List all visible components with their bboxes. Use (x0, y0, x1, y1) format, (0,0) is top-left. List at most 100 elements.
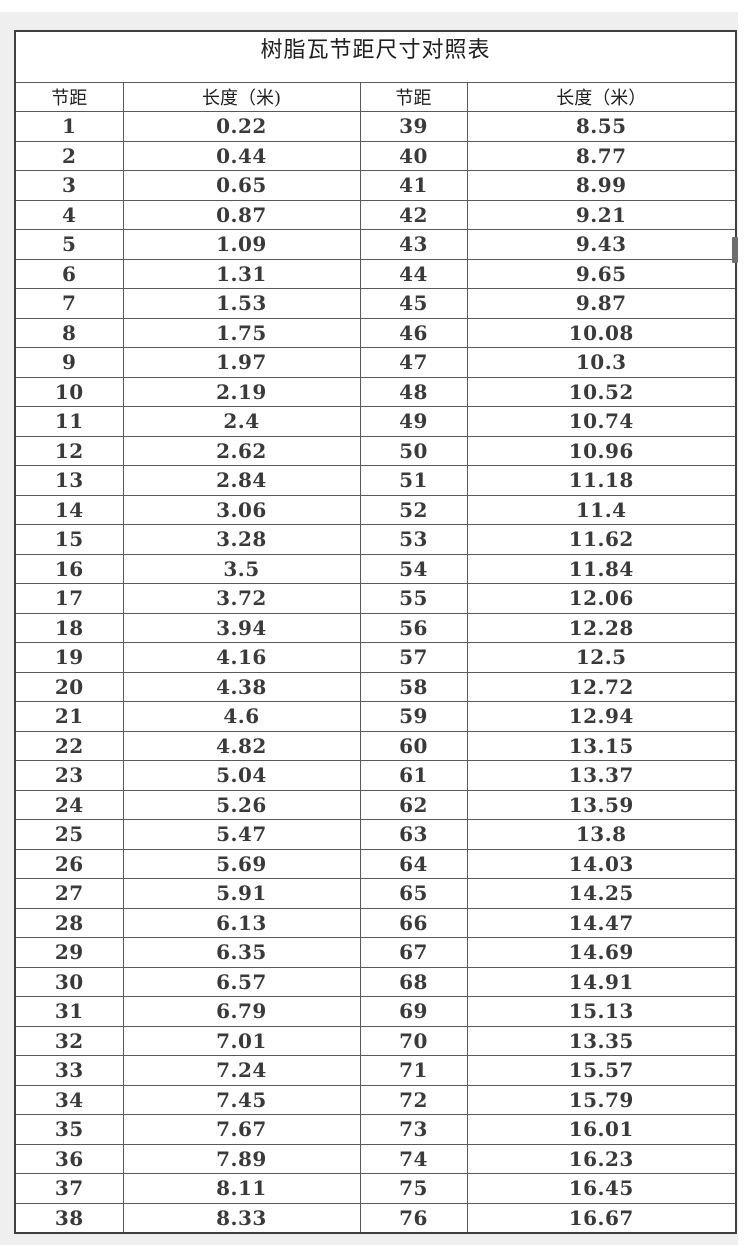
length-cell-left: 0.87 (122, 199, 361, 230)
table-row: 5 1.09 43 9.43 (14, 229, 737, 260)
table-row: 20 4.38 58 12.72 (14, 671, 737, 702)
pitch-cell-left: 27 (14, 878, 124, 909)
pitch-cell-right: 62 (359, 789, 468, 820)
length-cell-right: 8.55 (466, 111, 737, 142)
pitch-cell-left: 1 (14, 111, 124, 142)
pitch-cell-left: 4 (14, 199, 124, 230)
length-cell-right: 16.45 (466, 1173, 737, 1204)
length-cell-left: 7.45 (122, 1084, 361, 1115)
length-cell-right: 16.23 (466, 1143, 737, 1174)
pitch-cell-left: 26 (14, 848, 124, 879)
pitch-cell-left: 16 (14, 553, 124, 584)
table-row: 6 1.31 44 9.65 (14, 258, 737, 289)
length-cell-right: 16.67 (466, 1202, 737, 1233)
length-cell-right: 14.03 (466, 848, 737, 879)
pitch-cell-left: 38 (14, 1202, 124, 1233)
length-cell-right: 9.65 (466, 258, 737, 289)
table-row: 34 7.45 72 15.79 (14, 1084, 737, 1115)
pitch-cell-right: 45 (359, 288, 468, 319)
table-row: 13 2.84 51 11.18 (14, 465, 737, 496)
length-cell-right: 10.96 (466, 435, 737, 466)
pitch-size-table: 树脂瓦节距尺寸对照表 节距 长度（米) 节距 长度（米） 1 0.22 39 8… (14, 30, 738, 1234)
length-cell-right: 12.94 (466, 701, 737, 732)
table-row: 12 2.62 50 10.96 (14, 435, 737, 466)
length-cell-right: 10.3 (466, 347, 737, 378)
pitch-cell-right: 50 (359, 435, 468, 466)
length-cell-left: 7.89 (122, 1143, 361, 1174)
pitch-cell-right: 53 (359, 524, 468, 555)
pitch-cell-right: 44 (359, 258, 468, 289)
length-cell-left: 0.65 (122, 170, 361, 201)
length-cell-left: 5.69 (122, 848, 361, 879)
pitch-cell-right: 69 (359, 996, 468, 1027)
length-cell-left: 7.01 (122, 1025, 361, 1056)
length-cell-right: 10.52 (466, 376, 737, 407)
pitch-cell-left: 37 (14, 1173, 124, 1204)
table-row: 2 0.44 40 8.77 (14, 140, 737, 171)
pitch-cell-left: 2 (14, 140, 124, 171)
pitch-cell-left: 32 (14, 1025, 124, 1056)
pitch-cell-left: 36 (14, 1143, 124, 1174)
length-cell-left: 5.91 (122, 878, 361, 909)
pitch-cell-left: 19 (14, 642, 124, 673)
table-row: 33 7.24 71 15.57 (14, 1055, 737, 1086)
pitch-cell-left: 15 (14, 524, 124, 555)
length-cell-left: 1.75 (122, 317, 361, 348)
pitch-cell-right: 76 (359, 1202, 468, 1233)
pitch-cell-right: 57 (359, 642, 468, 673)
pitch-cell-right: 49 (359, 406, 468, 437)
table-row: 24 5.26 62 13.59 (14, 789, 737, 820)
header-length-left: 长度（米) (122, 82, 361, 112)
pitch-cell-right: 59 (359, 701, 468, 732)
pitch-cell-right: 68 (359, 966, 468, 997)
length-cell-right: 11.4 (466, 494, 737, 525)
table-row: 7 1.53 45 9.87 (14, 288, 737, 319)
table-row: 30 6.57 68 14.91 (14, 966, 737, 997)
table-row: 38 8.33 76 16.67 (14, 1202, 737, 1233)
table-row: 37 8.11 75 16.45 (14, 1173, 737, 1204)
length-cell-right: 12.72 (466, 671, 737, 702)
length-cell-left: 1.31 (122, 258, 361, 289)
length-cell-right: 14.69 (466, 937, 737, 968)
pitch-cell-left: 6 (14, 258, 124, 289)
table-row: 35 7.67 73 16.01 (14, 1114, 737, 1145)
table-row: 11 2.4 49 10.74 (14, 406, 737, 437)
length-cell-left: 3.72 (122, 583, 361, 614)
length-cell-right: 9.43 (466, 229, 737, 260)
pitch-cell-left: 25 (14, 819, 124, 850)
table-row: 9 1.97 47 10.3 (14, 347, 737, 378)
pitch-cell-right: 41 (359, 170, 468, 201)
length-cell-right: 8.77 (466, 140, 737, 171)
pitch-cell-left: 8 (14, 317, 124, 348)
length-cell-left: 4.38 (122, 671, 361, 702)
pitch-cell-left: 31 (14, 996, 124, 1027)
length-cell-left: 3.06 (122, 494, 361, 525)
pitch-cell-right: 74 (359, 1143, 468, 1174)
length-cell-right: 11.62 (466, 524, 737, 555)
title-row: 树脂瓦节距尺寸对照表 (14, 30, 737, 83)
length-cell-right: 12.06 (466, 583, 737, 614)
length-cell-right: 12.28 (466, 612, 737, 643)
length-cell-right: 15.79 (466, 1084, 737, 1115)
pitch-cell-left: 17 (14, 583, 124, 614)
pitch-cell-right: 43 (359, 229, 468, 260)
length-cell-left: 4.16 (122, 642, 361, 673)
length-cell-left: 0.44 (122, 140, 361, 171)
pitch-cell-right: 42 (359, 199, 468, 230)
table-row: 8 1.75 46 10.08 (14, 317, 737, 348)
pitch-cell-right: 55 (359, 583, 468, 614)
scrollbar-thumb[interactable] (732, 237, 738, 263)
length-cell-left: 7.67 (122, 1114, 361, 1145)
pitch-cell-right: 66 (359, 907, 468, 938)
table-row: 4 0.87 42 9.21 (14, 199, 737, 230)
pitch-cell-left: 24 (14, 789, 124, 820)
pitch-cell-left: 10 (14, 376, 124, 407)
pitch-cell-left: 33 (14, 1055, 124, 1086)
length-cell-right: 14.91 (466, 966, 737, 997)
table-head: 树脂瓦节距尺寸对照表 节距 长度（米) 节距 长度（米） (14, 30, 737, 112)
length-cell-left: 3.94 (122, 612, 361, 643)
table-row: 14 3.06 52 11.4 (14, 494, 737, 525)
table-row: 3 0.65 41 8.99 (14, 170, 737, 201)
pitch-cell-right: 61 (359, 760, 468, 791)
table-row: 18 3.94 56 12.28 (14, 612, 737, 643)
